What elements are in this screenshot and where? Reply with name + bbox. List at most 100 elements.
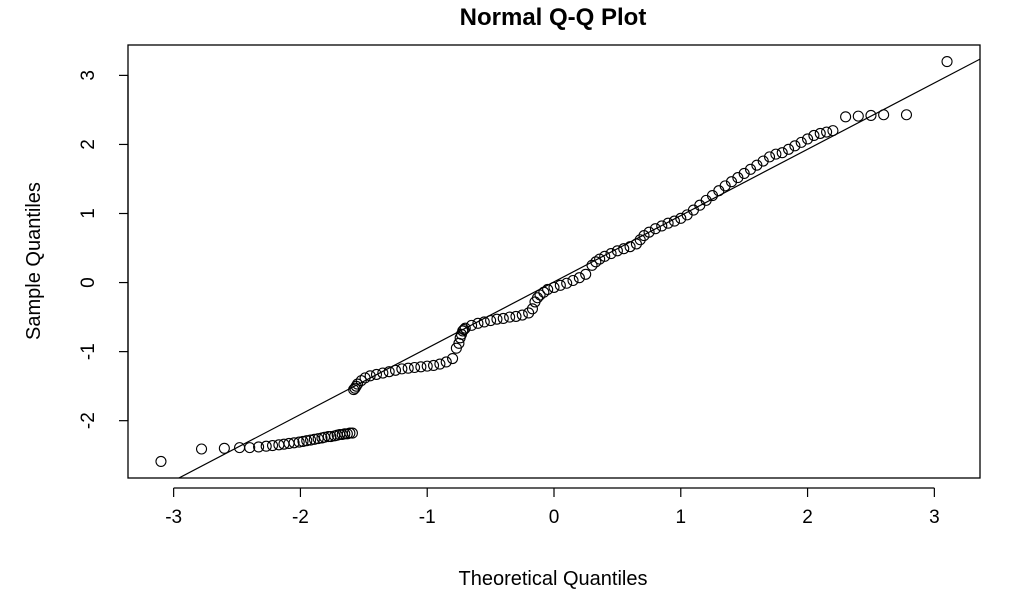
chart-title: Normal Q-Q Plot	[460, 4, 647, 31]
data-point	[840, 111, 852, 123]
data-point	[523, 307, 535, 319]
x-tick-label: -2	[292, 507, 309, 528]
data-point	[383, 366, 395, 378]
data-point	[713, 185, 725, 197]
data-point	[322, 431, 334, 443]
data-point	[852, 110, 864, 122]
data-point	[789, 140, 801, 152]
data-point	[491, 313, 503, 325]
data-point	[808, 129, 820, 142]
data-point	[634, 234, 646, 246]
y-tick-label: -1	[78, 343, 99, 360]
data-point	[656, 220, 668, 232]
data-point	[440, 356, 452, 368]
data-point	[485, 314, 497, 327]
data-point	[941, 56, 953, 68]
data-point	[548, 281, 560, 293]
y-tick-label: -2	[78, 412, 99, 429]
data-point	[573, 272, 585, 284]
data-point	[370, 368, 383, 380]
data-point	[561, 277, 573, 289]
data-point	[668, 215, 680, 227]
data-point	[293, 436, 305, 448]
x-axis-label: Theoretical Quantiles	[459, 568, 648, 590]
x-tick-label: 1	[675, 507, 686, 528]
data-point	[339, 428, 351, 440]
data-point	[599, 250, 611, 262]
data-point	[260, 440, 272, 452]
data-point	[675, 212, 687, 224]
data-point	[325, 431, 337, 443]
y-axis-label: Sample Quantiles	[23, 182, 45, 340]
data-point	[630, 238, 642, 250]
data-point	[253, 441, 265, 453]
data-point	[751, 159, 763, 171]
plot-area	[155, 56, 980, 478]
data-point	[643, 226, 655, 238]
data-point	[472, 317, 484, 329]
y-tick-label: 0	[78, 277, 99, 288]
data-point	[611, 245, 623, 257]
plot-frame	[127, 44, 981, 479]
data-point	[155, 455, 167, 467]
data-point	[526, 303, 538, 315]
data-point	[649, 223, 661, 235]
data-point	[590, 256, 602, 268]
data-point	[421, 360, 433, 372]
data-point	[288, 437, 300, 449]
x-tick-label: 3	[929, 507, 940, 528]
data-point	[783, 143, 795, 155]
data-point	[534, 289, 546, 301]
data-point	[821, 126, 833, 138]
data-point	[687, 204, 700, 216]
data-point	[351, 378, 364, 390]
data-point	[195, 443, 208, 455]
x-tick-label: -1	[419, 507, 436, 528]
data-point	[478, 316, 490, 328]
data-point	[348, 384, 360, 396]
data-point	[447, 352, 459, 365]
data-point	[738, 167, 750, 179]
data-point	[567, 274, 579, 287]
data-point	[814, 127, 826, 139]
data-point	[305, 434, 317, 446]
data-point	[878, 109, 890, 121]
data-point	[624, 241, 636, 253]
data-point	[466, 319, 478, 331]
data-point	[516, 309, 528, 321]
data-point	[359, 372, 371, 384]
data-point	[218, 442, 230, 454]
data-point	[732, 172, 744, 184]
data-point	[802, 133, 814, 145]
data-point	[719, 180, 731, 192]
x-tick-label: 2	[802, 507, 813, 528]
y-tick-label: 1	[78, 208, 99, 219]
data-point	[459, 322, 471, 334]
data-point	[428, 359, 440, 371]
data-point	[662, 217, 674, 229]
data-point	[542, 283, 554, 296]
data-point	[770, 148, 782, 160]
data-point	[389, 364, 402, 376]
data-point	[900, 109, 913, 121]
data-point	[757, 155, 769, 167]
x-tick-label: 0	[549, 507, 560, 528]
y-axis: -2 -1 0 1 2 3	[78, 70, 129, 429]
data-point	[364, 370, 376, 382]
data-point	[408, 361, 421, 374]
data-points	[155, 56, 953, 467]
data-point	[586, 259, 598, 271]
data-point	[396, 363, 408, 375]
data-point	[538, 286, 550, 298]
y-tick-label: 3	[78, 70, 99, 81]
data-point	[497, 312, 509, 325]
data-point	[344, 427, 356, 439]
data-point	[266, 439, 279, 452]
data-point	[434, 358, 446, 370]
data-point	[795, 136, 807, 148]
data-point	[827, 125, 839, 137]
data-point	[377, 367, 389, 379]
data-point	[531, 292, 544, 304]
data-point	[510, 310, 522, 322]
